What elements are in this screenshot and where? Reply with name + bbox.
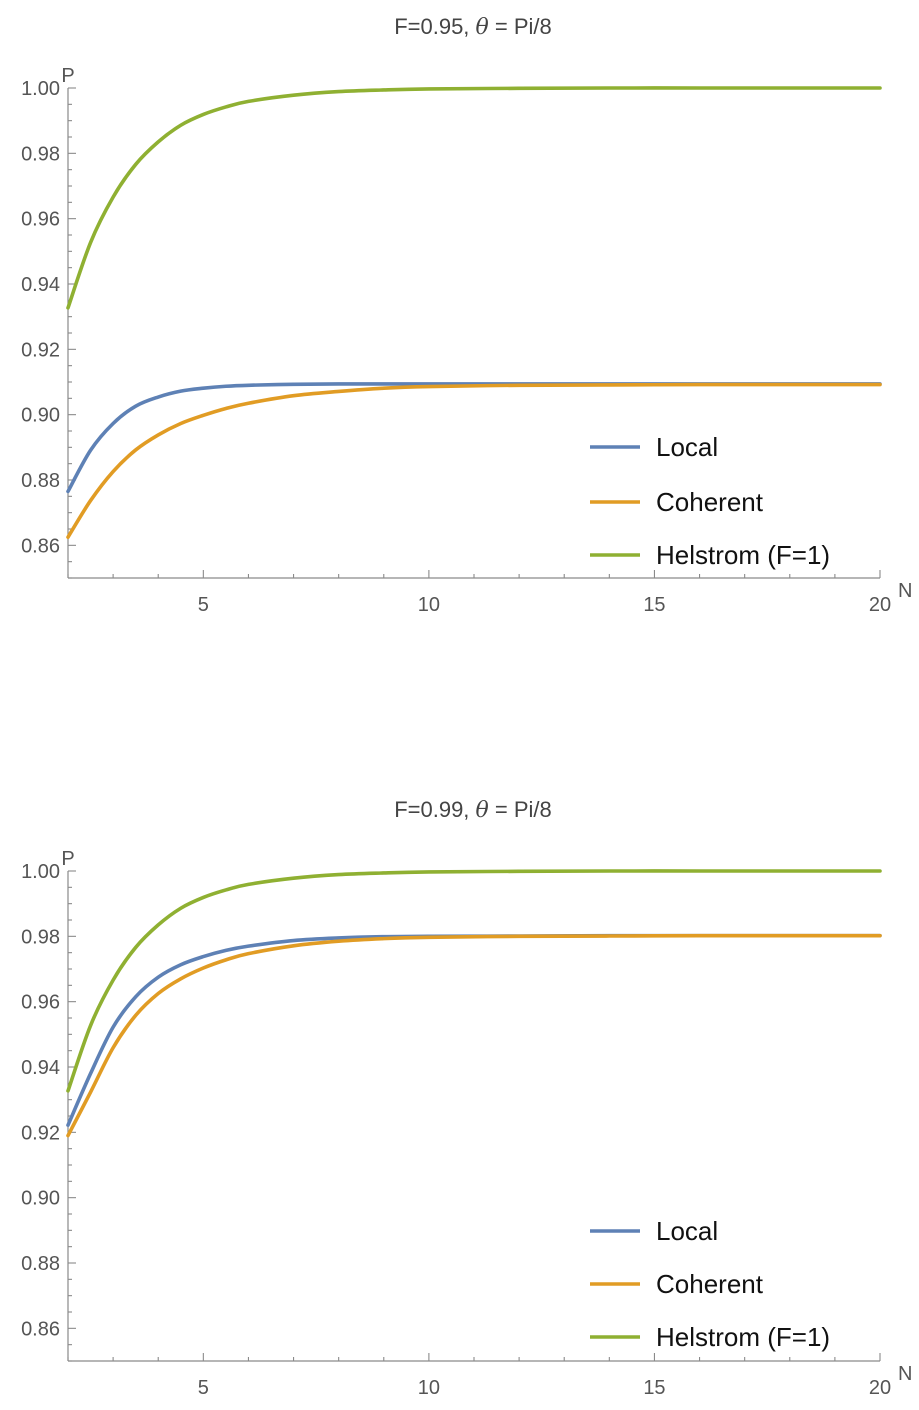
y-tick-label: 0.90 xyxy=(21,1188,60,1210)
y-tick-label: 0.94 xyxy=(21,1057,60,1079)
x-axis-label: N xyxy=(898,580,912,602)
axis-ticks: 5 10 15 20 0.86 0.88 0.90 0.92 0.94 0.96 0.98 1.00 xyxy=(21,78,891,616)
y-tick-label: 0.96 xyxy=(21,992,60,1014)
series-group xyxy=(66,869,882,1138)
legend-label-helstrom: Helstrom (F=1) xyxy=(656,540,830,570)
legend: Local Coherent Helstrom (F=1) xyxy=(590,432,830,570)
legend-label-local: Local xyxy=(656,1216,718,1246)
legend-item-coherent: Coherent xyxy=(590,1269,764,1299)
y-tick-label: 0.94 xyxy=(21,274,60,296)
legend-item-local: Local xyxy=(590,1216,718,1246)
legend: Local Coherent Helstrom (F=1) xyxy=(590,1216,830,1352)
legend-label-local: Local xyxy=(656,432,718,462)
legend-item-helstrom: Helstrom (F=1) xyxy=(590,540,830,570)
y-tick-label: 0.98 xyxy=(21,926,60,948)
legend-item-helstrom: Helstrom (F=1) xyxy=(590,1322,830,1352)
y-axis-label: P xyxy=(61,848,74,870)
legend-item-coherent: Coherent xyxy=(590,487,764,517)
series-line-local xyxy=(66,382,882,494)
series-line-coherent xyxy=(66,382,882,539)
x-tick-label: 20 xyxy=(869,1377,891,1399)
series-group xyxy=(66,86,882,539)
y-tick-label: 0.92 xyxy=(21,1122,60,1144)
chart-panel-top: F=0.95, θ = Pi/8 P N 5 10 15 20 0.86 0.88 0.90… xyxy=(21,14,912,616)
y-tick-label: 0.90 xyxy=(21,405,60,427)
y-tick-label: 0.98 xyxy=(21,143,60,165)
x-tick-label: 10 xyxy=(418,594,440,616)
chart-title: F=0.95, θ = Pi/8 xyxy=(394,14,552,40)
axis-ticks: 5 10 15 20 0.86 0.88 0.90 0.92 0.94 0.96 0.98 1.00 xyxy=(21,861,891,1399)
x-tick-label: 10 xyxy=(418,1377,440,1399)
y-tick-label: 0.96 xyxy=(21,209,60,231)
y-axis-label: P xyxy=(61,65,74,87)
x-tick-label: 20 xyxy=(869,594,891,616)
legend-label-coherent: Coherent xyxy=(656,487,764,517)
x-axis-label: N xyxy=(898,1363,912,1385)
x-tick-label: 15 xyxy=(643,1377,665,1399)
x-tick-label: 5 xyxy=(198,1377,209,1399)
y-tick-label: 1.00 xyxy=(21,78,60,100)
series-line-helstrom xyxy=(66,86,882,310)
legend-item-local: Local xyxy=(590,432,718,462)
y-tick-label: 1.00 xyxy=(21,861,60,883)
series-line-local xyxy=(66,933,882,1127)
series-line-helstrom xyxy=(66,869,882,1093)
y-tick-label: 0.86 xyxy=(21,1318,60,1340)
x-tick-label: 15 xyxy=(643,594,665,616)
chart-panel-bottom: F=0.99, θ = Pi/8 P N 5 10 15 20 0.86 0.88 0.90… xyxy=(21,797,912,1399)
legend-label-helstrom: Helstrom (F=1) xyxy=(656,1322,830,1352)
chart-title: F=0.99, θ = Pi/8 xyxy=(394,797,552,823)
series-line-coherent xyxy=(66,933,882,1138)
x-tick-label: 5 xyxy=(198,594,209,616)
y-tick-label: 0.92 xyxy=(21,339,60,361)
y-tick-label: 0.88 xyxy=(21,1253,60,1275)
legend-label-coherent: Coherent xyxy=(656,1269,764,1299)
y-tick-label: 0.88 xyxy=(21,470,60,492)
y-tick-label: 0.86 xyxy=(21,535,60,557)
